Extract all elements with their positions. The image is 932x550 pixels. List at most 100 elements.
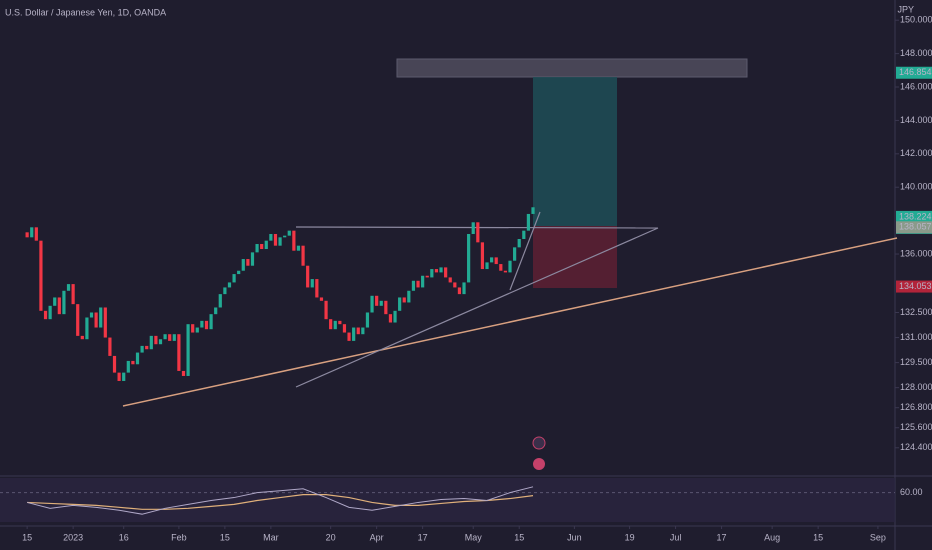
candle xyxy=(411,280,416,291)
x-tick-label: 16 xyxy=(119,532,129,542)
candle xyxy=(149,335,153,350)
event-icon[interactable] xyxy=(533,458,545,470)
candle xyxy=(204,320,209,330)
price-label: 134.053 xyxy=(899,281,932,291)
candle xyxy=(237,270,241,275)
candle xyxy=(158,339,163,345)
y-tick-label: 146.000 xyxy=(900,81,932,91)
candle xyxy=(66,284,71,291)
rsi-ma-line xyxy=(27,494,534,510)
candle xyxy=(342,324,347,333)
candle xyxy=(338,320,342,325)
candle xyxy=(407,290,411,303)
candle xyxy=(480,242,485,270)
candle xyxy=(453,282,457,288)
candle xyxy=(439,267,443,273)
candle xyxy=(393,310,397,323)
currency-label: JPY xyxy=(897,4,914,14)
candle xyxy=(356,327,360,335)
y-tick-label: 148.000 xyxy=(900,48,932,58)
x-tick-label: Mar xyxy=(263,532,279,542)
y-tick-label: 140.000 xyxy=(900,182,932,192)
candle xyxy=(421,275,425,288)
candle xyxy=(384,300,388,315)
candle xyxy=(85,317,89,340)
candle xyxy=(43,310,48,320)
candle xyxy=(329,319,333,330)
y-tick-label: 132.500 xyxy=(900,307,932,317)
y-tick-label: 131.000 xyxy=(900,332,932,342)
candle xyxy=(379,300,383,306)
rsi-line xyxy=(27,486,534,515)
price-label-bg xyxy=(896,221,932,234)
rsi-band xyxy=(0,478,895,522)
y-tick-label: 142.000 xyxy=(900,148,932,158)
candle xyxy=(218,294,222,308)
candle xyxy=(126,360,130,373)
candle xyxy=(246,259,250,266)
candle xyxy=(177,334,181,371)
y-tick-label: 129.500 xyxy=(900,357,932,367)
x-tick-label: 20 xyxy=(326,532,336,542)
price-label-bg xyxy=(896,66,932,79)
trend-line xyxy=(295,227,659,388)
target-zone xyxy=(533,77,617,226)
candle xyxy=(76,304,80,336)
x-tick-label: 15 xyxy=(220,532,230,542)
x-tick-label: 15 xyxy=(813,532,823,542)
candle xyxy=(306,265,310,288)
candle xyxy=(227,282,232,288)
x-tick-label: Feb xyxy=(171,532,187,542)
candle xyxy=(30,227,34,238)
price-label-bg xyxy=(896,210,932,223)
candle xyxy=(499,264,503,271)
zone-rect xyxy=(396,58,748,78)
candle xyxy=(145,345,149,350)
x-tick-label: Sep xyxy=(870,532,886,542)
y-tick-label: 136.000 xyxy=(900,248,932,258)
candle xyxy=(278,237,282,246)
x-tick-label: Jun xyxy=(567,532,582,542)
candle xyxy=(39,240,43,311)
event-icon[interactable] xyxy=(532,436,546,450)
candle xyxy=(503,270,508,273)
candle xyxy=(365,312,370,328)
candle xyxy=(94,312,98,328)
candle xyxy=(117,372,121,381)
candle xyxy=(34,227,38,241)
x-tick-label: Aug xyxy=(764,532,780,542)
candle xyxy=(467,233,471,283)
candle xyxy=(471,222,475,234)
candle xyxy=(57,297,61,315)
price-label: 138.224 xyxy=(899,211,932,221)
candle xyxy=(48,305,52,320)
candle xyxy=(324,300,328,320)
candle xyxy=(172,334,176,341)
price-label-bg xyxy=(896,280,932,293)
candle xyxy=(485,262,489,270)
y-tick-label: 128.000 xyxy=(900,382,932,392)
candle xyxy=(255,244,259,253)
x-tick-label: 15 xyxy=(514,532,524,542)
candle xyxy=(53,297,57,306)
trend-line xyxy=(509,211,541,291)
trend-line xyxy=(122,237,898,407)
candle xyxy=(402,297,406,303)
candle xyxy=(154,335,158,345)
candle xyxy=(191,324,195,333)
candle xyxy=(310,279,314,288)
candle xyxy=(434,269,439,273)
y-tick-label: 124.400 xyxy=(900,442,932,452)
stop-zone xyxy=(533,226,617,288)
chart-title: U.S. Dollar / Japanese Yen, 1D, OANDA xyxy=(5,7,166,17)
candle xyxy=(195,327,199,333)
x-tick-label: 19 xyxy=(625,532,635,542)
candle xyxy=(135,352,140,365)
candle xyxy=(71,284,75,305)
candle xyxy=(25,232,29,238)
candle xyxy=(108,337,112,356)
candle xyxy=(89,312,94,318)
candle xyxy=(522,230,526,240)
candle xyxy=(214,307,218,315)
